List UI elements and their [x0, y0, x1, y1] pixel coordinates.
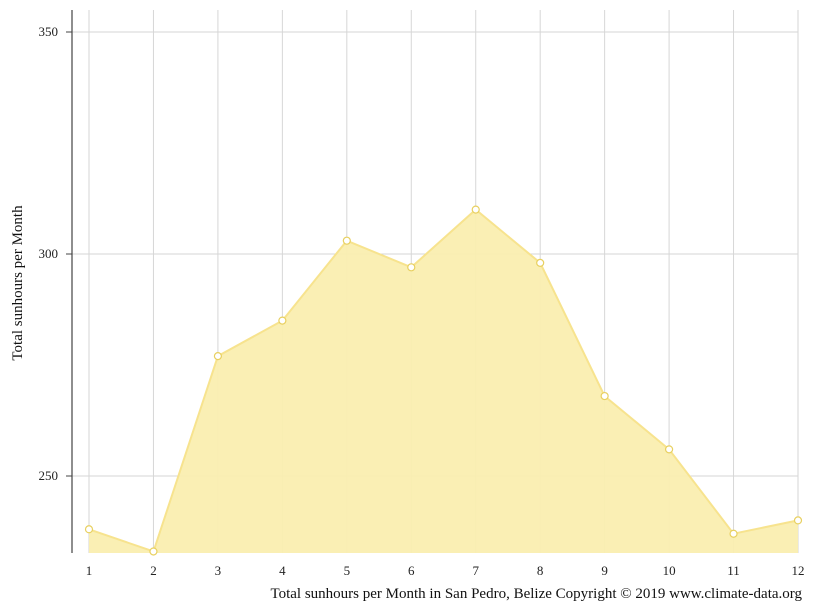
- x-tick-label-12: 12: [792, 563, 805, 578]
- data-point-7: [471, 205, 480, 214]
- x-tick-label-6: 6: [408, 563, 415, 578]
- data-point-2: [149, 547, 158, 556]
- x-tick-label-7: 7: [472, 563, 479, 578]
- y-tick-label-350: 350: [39, 24, 59, 39]
- sunhours-line: [88, 208, 799, 553]
- data-point-12: [793, 516, 803, 525]
- data-point-8: [536, 258, 545, 267]
- data-point-11: [729, 529, 738, 538]
- x-tick-label-10: 10: [663, 563, 676, 578]
- x-tick-label-3: 3: [215, 563, 222, 578]
- x-tick-label-8: 8: [537, 563, 544, 578]
- x-tick-labels: 1 2 3 4 5 6 7 8 9 10 11 12: [86, 563, 805, 578]
- x-tick-label-5: 5: [344, 563, 351, 578]
- data-point-1: [84, 525, 94, 534]
- data-point-markers: [84, 205, 803, 556]
- x-tick-label-11: 11: [727, 563, 740, 578]
- data-point-5: [342, 236, 351, 245]
- y-tick-label-300: 300: [39, 246, 59, 261]
- data-point-10: [664, 445, 674, 454]
- chart-caption: Total sunhours per Month in San Pedro, B…: [270, 586, 802, 602]
- x-tick-label-2: 2: [150, 563, 157, 578]
- y-tick-label-250: 250: [39, 468, 59, 483]
- y-axis-title: Total sunhours per Month: [10, 205, 26, 361]
- data-point-4: [278, 316, 287, 325]
- x-tick-label-9: 9: [601, 563, 608, 578]
- y-tick-labels: 250 300 350: [39, 24, 59, 483]
- data-point-3: [213, 352, 223, 361]
- data-point-9: [600, 391, 609, 401]
- data-point-6: [407, 263, 416, 272]
- x-tick-label-4: 4: [279, 563, 286, 578]
- x-tick-label-1: 1: [86, 563, 93, 578]
- sunhours-area: [89, 209, 798, 553]
